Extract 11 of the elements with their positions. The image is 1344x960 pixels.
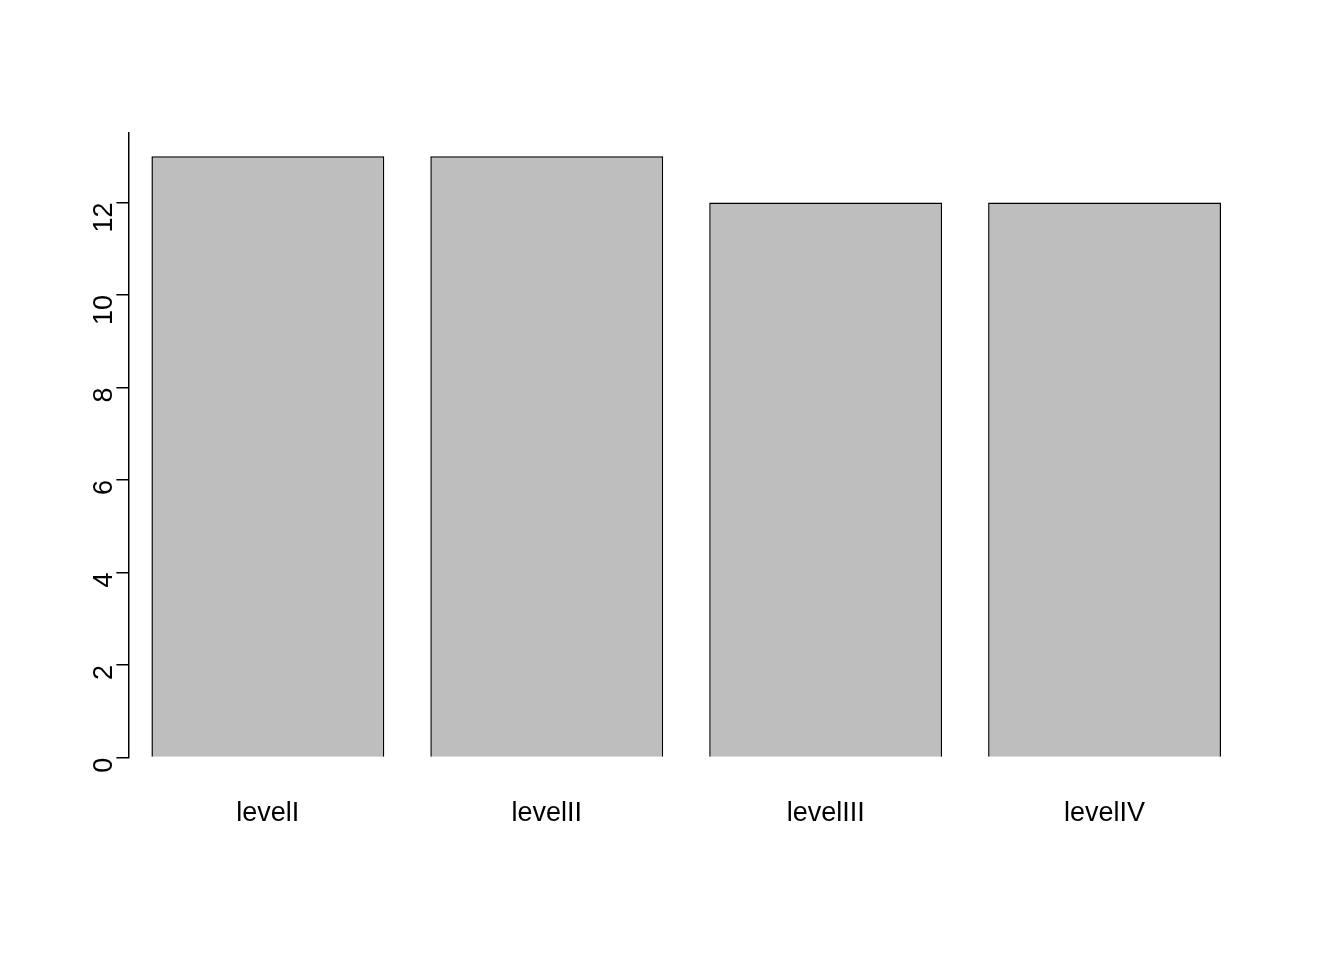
y-tick-label: 0	[87, 757, 118, 773]
y-tick-label: 2	[87, 665, 118, 681]
y-tick-label: 6	[87, 480, 118, 496]
x-tick-label: levelII	[511, 797, 583, 828]
x-tick-label: levelIII	[786, 797, 865, 828]
y-tick-label: 8	[87, 387, 118, 403]
x-tick-label: levelIV	[1064, 797, 1146, 828]
y-tick-label: 4	[87, 572, 118, 588]
y-tick-label: 12	[87, 202, 118, 233]
y-tick-label: 10	[87, 294, 118, 325]
x-tick-label: levelI	[236, 797, 300, 828]
